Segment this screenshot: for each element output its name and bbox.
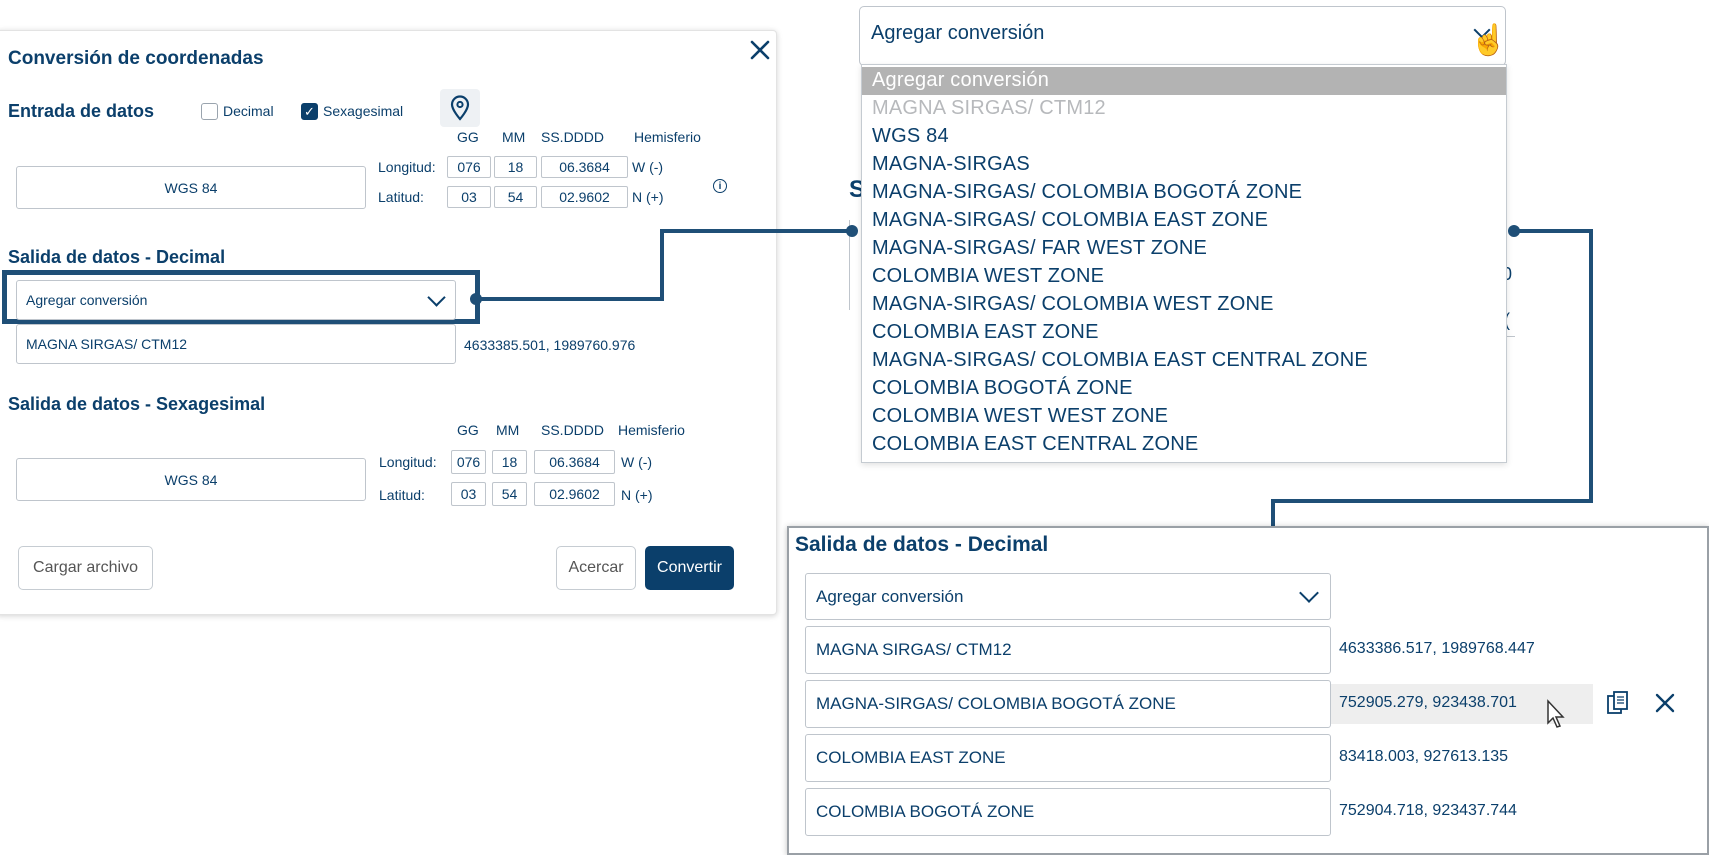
- location-pin-icon: [450, 95, 470, 121]
- dropdown-option[interactable]: COLOMBIA EAST CENTRAL ZONE: [872, 433, 1199, 455]
- connector-line: [1514, 229, 1593, 233]
- dropdown-option[interactable]: WGS 84: [872, 125, 949, 147]
- convert-button[interactable]: Convertir: [645, 546, 734, 590]
- dropdown-option[interactable]: MAGNA-SIRGAS: [872, 153, 1030, 175]
- sexagesimal-label: Sexagesimal: [323, 103, 404, 119]
- sex-longitude-degrees: 076: [451, 450, 486, 474]
- connector-line: [1271, 499, 1593, 503]
- conversion-dropdown-list[interactable]: Agregar conversión MAGNA SIRGAS/ CTM12 W…: [861, 64, 1507, 463]
- close-icon[interactable]: [748, 38, 772, 62]
- dropdown-option[interactable]: MAGNA-SIRGAS/ FAR WEST ZONE: [872, 237, 1208, 259]
- dropdown-option[interactable]: COLOMBIA BOGOTÁ ZONE: [872, 377, 1133, 399]
- chevron-down-icon: [1299, 583, 1319, 603]
- col-gg-header: GG: [457, 129, 479, 145]
- sex-col-mm-header: MM: [496, 422, 520, 438]
- zoomed-row-system[interactable]: MAGNA SIRGAS/ CTM12: [805, 626, 1331, 674]
- dropdown-option[interactable]: MAGNA-SIRGAS/ COLOMBIA EAST ZONE: [872, 209, 1269, 231]
- copy-icon[interactable]: [1606, 690, 1630, 721]
- col-ss-header: SS.DDDD: [541, 129, 605, 145]
- zoomed-row-system[interactable]: MAGNA-SIRGAS/ COLOMBIA BOGOTÁ ZONE: [805, 680, 1331, 728]
- dropdown-option[interactable]: COLOMBIA WEST WEST ZONE: [872, 405, 1169, 427]
- dropdown-option[interactable]: COLOMBIA WEST ZONE: [872, 265, 1105, 287]
- location-pin-button[interactable]: [440, 89, 480, 127]
- decimal-output-select[interactable]: Agregar conversión: [16, 280, 456, 320]
- zoomed-row-system[interactable]: COLOMBIA EAST ZONE: [805, 734, 1331, 782]
- longitude-label: Longitud:: [378, 159, 436, 175]
- sex-latitude-degrees: 03: [451, 482, 486, 506]
- sex-longitude-hemisphere: W (-): [621, 454, 653, 470]
- input-section-heading: Entrada de datos: [8, 101, 155, 121]
- sex-longitude-minutes: 18: [492, 450, 527, 474]
- dropdown-option[interactable]: COLOMBIA EAST ZONE: [872, 321, 1099, 343]
- connector-line: [1589, 229, 1593, 503]
- zoom-in-button[interactable]: Acercar: [556, 546, 636, 590]
- decimal-checkbox[interactable]: [201, 103, 218, 120]
- zoomed-row-value: 752904.718, 923437.744: [1339, 802, 1517, 819]
- zoomed-row-value[interactable]: 752905.279, 923438.701: [1339, 694, 1517, 711]
- sex-longitude-label: Longitud:: [379, 454, 437, 470]
- info-icon[interactable]: i: [713, 179, 727, 193]
- decimal-output-row-value: 4633385.501, 1989760.976: [464, 337, 636, 353]
- input-system-field[interactable]: WGS 84: [16, 166, 366, 209]
- sexagesimal-output-heading: Salida de datos - Sexagesimal: [8, 394, 266, 414]
- zoomed-row-system[interactable]: COLOMBIA BOGOTÁ ZONE: [805, 788, 1331, 836]
- sex-col-ss-header: SS.DDDD: [541, 422, 605, 438]
- dropdown-option[interactable]: MAGNA SIRGAS/ CTM12: [872, 97, 1106, 119]
- sex-latitude-minutes: 54: [492, 482, 527, 506]
- latitude-degrees-input[interactable]: 03: [447, 186, 491, 208]
- zoomed-row-value: 4633386.517, 1989768.447: [1339, 640, 1535, 657]
- dropdown-option[interactable]: MAGNA-SIRGAS/ COLOMBIA BOGOTÁ ZONE: [872, 181, 1303, 203]
- latitude-minutes-input[interactable]: 54: [494, 186, 537, 208]
- decimal-output-select-label: Agregar conversión: [26, 292, 148, 308]
- arrow-cursor: [1546, 699, 1566, 734]
- dropdown-option[interactable]: MAGNA-SIRGAS/ COLOMBIA EAST CENTRAL ZONE: [872, 349, 1368, 371]
- longitude-minutes-input[interactable]: 18: [494, 156, 537, 178]
- conversion-select-label: Agregar conversión: [871, 21, 1045, 44]
- col-hemisphere-header: Hemisferio: [634, 129, 701, 145]
- longitude-degrees-input[interactable]: 076: [447, 156, 491, 178]
- latitude-label: Latitud:: [378, 189, 424, 205]
- connector-dot: [846, 225, 858, 237]
- conversion-select[interactable]: Agregar conversión: [859, 6, 1506, 66]
- sex-col-hemisphere-header: Hemisferio: [618, 422, 685, 438]
- connector-line: [476, 297, 664, 301]
- dropdown-option[interactable]: Agregar conversión: [872, 69, 1050, 91]
- sex-latitude-seconds: 02.9602: [534, 482, 615, 506]
- dropdown-option[interactable]: MAGNA-SIRGAS/ COLOMBIA WEST ZONE: [872, 293, 1274, 315]
- sex-latitude-label: Latitud:: [379, 487, 425, 503]
- load-file-button[interactable]: Cargar archivo: [18, 546, 153, 590]
- sex-col-gg-header: GG: [457, 422, 479, 438]
- longitude-hemisphere: W (-): [632, 159, 664, 175]
- dialog-title: Conversión de coordenadas: [8, 48, 264, 69]
- background-field-fragment: [849, 220, 859, 310]
- background-value-fragment-2: (: [1504, 310, 1510, 330]
- decimal-label: Decimal: [223, 103, 274, 119]
- zoomed-row-value: 83418.003, 927613.135: [1339, 748, 1509, 765]
- checkmark-icon: ✓: [304, 103, 315, 119]
- hand-pointer-cursor: ☝: [1470, 24, 1508, 57]
- zoomed-conversion-select[interactable]: Agregar conversión: [805, 573, 1331, 620]
- latitude-hemisphere: N (+): [632, 189, 664, 205]
- remove-icon[interactable]: [1654, 692, 1676, 719]
- longitude-seconds-input[interactable]: 06.3684: [541, 156, 628, 178]
- dropdown-option-highlight: [862, 67, 1506, 95]
- col-mm-header: MM: [502, 129, 526, 145]
- latitude-seconds-input[interactable]: 02.9602: [541, 186, 628, 208]
- sex-longitude-seconds: 06.3684: [534, 450, 615, 474]
- decimal-output-row-system[interactable]: MAGNA SIRGAS/ CTM12: [16, 324, 456, 364]
- connector-line: [660, 229, 853, 233]
- decimal-output-heading: Salida de datos - Decimal: [8, 247, 226, 267]
- connector-line: [660, 229, 664, 301]
- sex-latitude-hemisphere: N (+): [621, 487, 653, 503]
- sexagesimal-system-field[interactable]: WGS 84: [16, 458, 366, 501]
- sexagesimal-checkbox[interactable]: ✓: [301, 103, 318, 120]
- zoomed-heading: Salida de datos - Decimal: [795, 533, 1049, 556]
- chevron-down-icon: [427, 287, 446, 307]
- zoomed-select-label: Agregar conversión: [816, 586, 964, 606]
- background-value-fragment-1: 0: [1502, 264, 1513, 284]
